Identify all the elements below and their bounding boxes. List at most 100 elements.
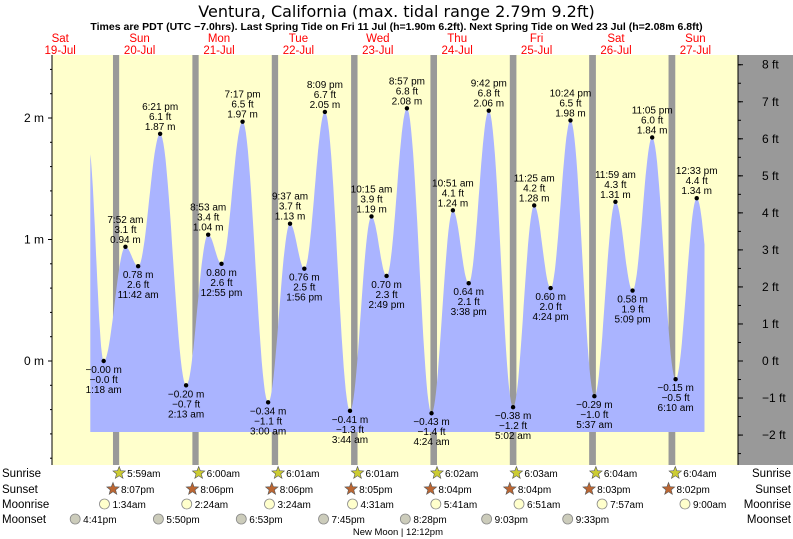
sunset-time: 8:03pm [597,485,630,496]
moonrise-time: 3:24am [277,500,310,511]
low-tide-ft-label: 2.6 ft [127,280,149,291]
low-tide-time-label: 12:55 pm [201,288,243,299]
moonrise-icon [513,498,525,510]
high-tide-point [404,106,410,111]
night-band [509,55,517,465]
high-tide-ft-label: 6.7 ft [314,90,336,101]
low-tide-point [630,288,635,293]
right-axis-tick-label: 0 ft [762,354,779,368]
day-name-label: Sun [685,33,705,45]
night-band [430,55,438,465]
right-axis-tick-label: 3 ft [762,243,779,257]
low-tide-ft-label: 2.1 ft [458,297,480,308]
high-tide-time-label: 10:15 am [351,184,393,195]
sunset-icon [106,481,120,495]
low-tide-time-label: 5:02 am [495,431,531,442]
low-tide-ft-label: −0.5 ft [662,393,690,404]
day-date-label: 26‑Jul [600,45,631,57]
low-tide-time-label: 3:44 am [332,435,368,446]
moonset-time: 4:41pm [83,515,116,526]
low-tide-ft-label: −0.0 ft [90,375,118,386]
low-tide-m-label: 0.80 m [206,268,237,279]
low-tide-time-label: 6:10 am [658,403,694,414]
sunrise-icon [509,465,524,479]
sunset-icon [582,481,597,495]
low-tide-m-label: −0.34 m [250,406,286,417]
low-tide-ft-label: −1.0 ft [580,410,608,421]
moonset-icon [235,513,247,525]
moonset-time: 9:33pm [576,515,609,526]
high-tide-m-label: 1.19 m [356,204,387,215]
high-tide-m-label: 1.98 m [555,108,586,119]
high-tide-ft-label: 4.3 ft [604,180,626,191]
moonrise-icon [99,498,110,510]
low-tide-point [384,273,389,279]
row-label-right: Moonset [747,514,792,526]
low-tide-point [183,383,189,388]
high-tide-m-label: 1.31 m [600,190,631,201]
low-tide-m-label: −0.29 m [576,400,612,411]
day-labels: Sat19‑JulSun20‑JulMon21‑JulTue22‑JulWed2… [45,33,712,57]
right-axis-tick-label: −2 ft [762,428,786,442]
low-tide-time-label: 1:18 am [86,385,122,396]
moonrise-icon [181,498,193,510]
sunset-time: 8:04pm [438,485,471,496]
high-tide-point [694,195,699,201]
row-label-right: Sunrise [752,468,791,480]
low-tide-point [466,281,471,286]
high-tide-time-label: 11:05 pm [632,105,673,116]
sunset-icon [264,481,279,495]
low-tide-ft-label: 2.0 ft [540,302,562,313]
low-tide-time-label: 11:42 am [118,290,159,301]
left-axis-tick-label: 2 m [24,111,44,125]
low-tide-ft-label: −1.3 ft [336,425,364,436]
sun-moon-table: Sunrise Sunrise Sunset Sunset Moonrise Moonri… [2,465,792,538]
moonrise-icon [596,498,608,510]
sunset-icon [502,481,517,495]
sunset-time: 8:06pm [280,485,313,496]
low-tide-m-label: 0.64 m [453,287,484,298]
day-name-label: Sat [52,33,70,45]
day-name-label: Mon [208,33,230,45]
high-tide-ft-label: 3.9 ft [360,194,382,205]
high-tide-time-label: 7:52 am [107,215,143,226]
sunrise-time: 6:01am [366,469,399,480]
high-tide-point [568,118,573,123]
low-tide-time-label: 1:56 pm [286,293,322,304]
moonset-icon [562,513,574,525]
high-tide-time-label: 10:51 am [432,178,474,189]
right-axis-tick-label: 2 ft [762,280,779,294]
high-tide-m-label: 1.13 m [275,212,306,223]
sunrise-icon [350,465,365,479]
right-axis-tick-label: 4 ft [762,206,779,220]
sunrise-icon [112,465,127,479]
high-tide-time-label: 9:42 pm [471,79,507,90]
high-tide-time-label: 11:25 am [514,173,555,184]
moonrise-time: 4:31am [361,500,394,511]
row-label-left: Moonset [2,514,47,526]
extreme-labels: −0.00 m−0.0 ft1:18 am 7:52 am3.1 ft0.94 m… [85,76,717,448]
low-tide-ft-label: 1.9 ft [621,305,643,316]
high-tide-time-label: 7:17 pm [224,90,260,101]
low-tide-point [101,358,106,364]
low-tide-point [302,266,307,271]
left-axis-tick-label: 1 m [24,233,44,247]
high-tide-point [322,109,328,115]
sunrise-icon [271,465,286,479]
moonset-time: 8:28pm [413,515,446,526]
moonrise-time: 9:00am [693,500,726,511]
night-band [351,55,358,465]
high-tide-ft-label: 6.5 ft [559,98,581,109]
high-tide-ft-label: 3.7 ft [279,202,301,213]
moonset-icon [481,513,493,525]
high-tide-m-label: 1.34 m [681,186,712,197]
moonrise-time: 5:41am [444,500,477,511]
low-tide-point [673,377,678,382]
moon-phase-note: New Moon | 12:12pm [353,527,443,538]
high-tide-point [157,131,163,136]
low-tide-m-label: 0.78 m [123,270,154,281]
high-tide-time-label: 8:53 am [190,203,226,214]
sunrise-time: 6:04am [604,469,637,480]
day-name-label: Sat [607,33,625,45]
moonset-time: 9:03pm [495,515,528,526]
